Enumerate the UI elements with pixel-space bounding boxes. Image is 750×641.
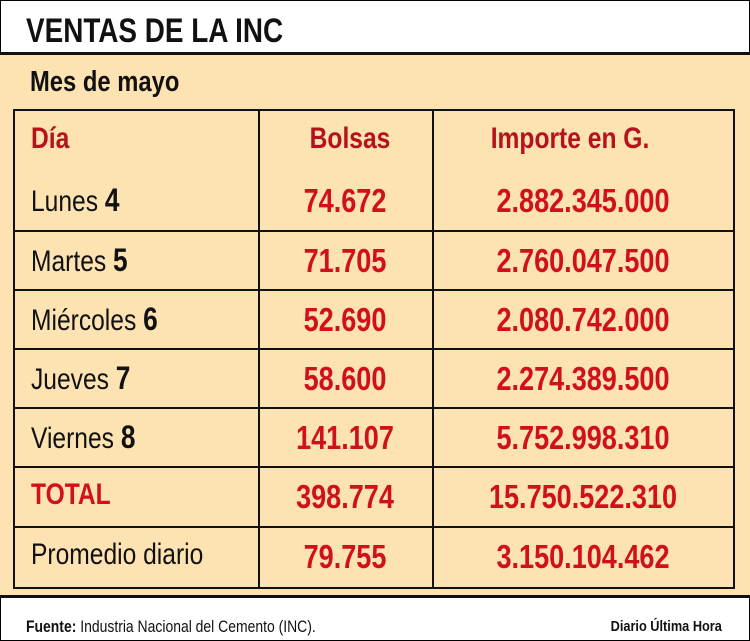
bolsas-value: 58.600 bbox=[303, 360, 387, 397]
summary-label: TOTAL bbox=[31, 478, 111, 511]
importe-value: 3.150.104.462 bbox=[496, 538, 670, 575]
source-text: Industria Nacional del Cemento (INC). bbox=[80, 617, 316, 636]
bolsas-value: 141.107 bbox=[296, 419, 394, 456]
credit: Diario Última Hora bbox=[610, 618, 722, 635]
bolsas-value: 52.690 bbox=[303, 301, 387, 338]
day-cell: Viernes 8 bbox=[31, 421, 135, 454]
column-header: Día bbox=[31, 122, 70, 155]
importe-value: 2.882.345.000 bbox=[496, 182, 670, 219]
importe-value: 2.274.389.500 bbox=[496, 360, 670, 397]
importe-value: 2.080.742.000 bbox=[496, 301, 670, 338]
column-header: Bolsas bbox=[309, 122, 391, 155]
bolsas-value: 74.672 bbox=[303, 182, 387, 219]
bolsas-value: 398.774 bbox=[296, 478, 394, 515]
summary-label: Promedio diario bbox=[31, 538, 204, 571]
subtitle: Mes de mayo bbox=[30, 66, 180, 98]
row-divider bbox=[15, 348, 733, 350]
row-divider bbox=[15, 289, 733, 291]
day-name: Viernes bbox=[31, 422, 114, 455]
importe-value: 5.752.998.310 bbox=[496, 419, 670, 456]
row-divider bbox=[15, 230, 733, 232]
day-name: Martes bbox=[31, 245, 107, 278]
day-cell: Lunes 4 bbox=[31, 184, 119, 217]
bolsas-value: 71.705 bbox=[303, 242, 387, 279]
day-cell: Jueves 7 bbox=[31, 362, 130, 395]
bolsas-value: 79.755 bbox=[303, 538, 387, 575]
row-divider bbox=[15, 407, 733, 409]
day-name: Miércoles bbox=[31, 304, 137, 337]
row-divider bbox=[15, 526, 733, 528]
table: Día Bolsas Importe en G. Lunes 4 74.672 2.882… bbox=[13, 109, 735, 589]
day-cell: Martes 5 bbox=[31, 244, 128, 277]
column-header: Importe en G. bbox=[490, 122, 650, 155]
day-number: 5 bbox=[113, 242, 128, 278]
day-cell: Miércoles 6 bbox=[31, 303, 158, 336]
day-number: 8 bbox=[120, 419, 136, 455]
footer: Fuente: Industria Nacional del Cemento (… bbox=[0, 604, 750, 640]
source-label: Fuente: bbox=[26, 617, 77, 636]
importe-value: 2.760.047.500 bbox=[496, 242, 670, 279]
importe-value: 15.750.522.310 bbox=[488, 478, 678, 515]
day-number: 7 bbox=[115, 360, 131, 396]
source: Fuente: Industria Nacional del Cemento (… bbox=[26, 617, 316, 637]
row-divider bbox=[15, 466, 733, 468]
panel bbox=[0, 52, 750, 598]
day-number: 6 bbox=[143, 301, 158, 337]
day-name: Jueves bbox=[31, 363, 109, 396]
day-number: 4 bbox=[104, 182, 120, 218]
day-name: Lunes bbox=[31, 185, 99, 218]
title: VENTAS DE LA INC bbox=[26, 12, 284, 50]
